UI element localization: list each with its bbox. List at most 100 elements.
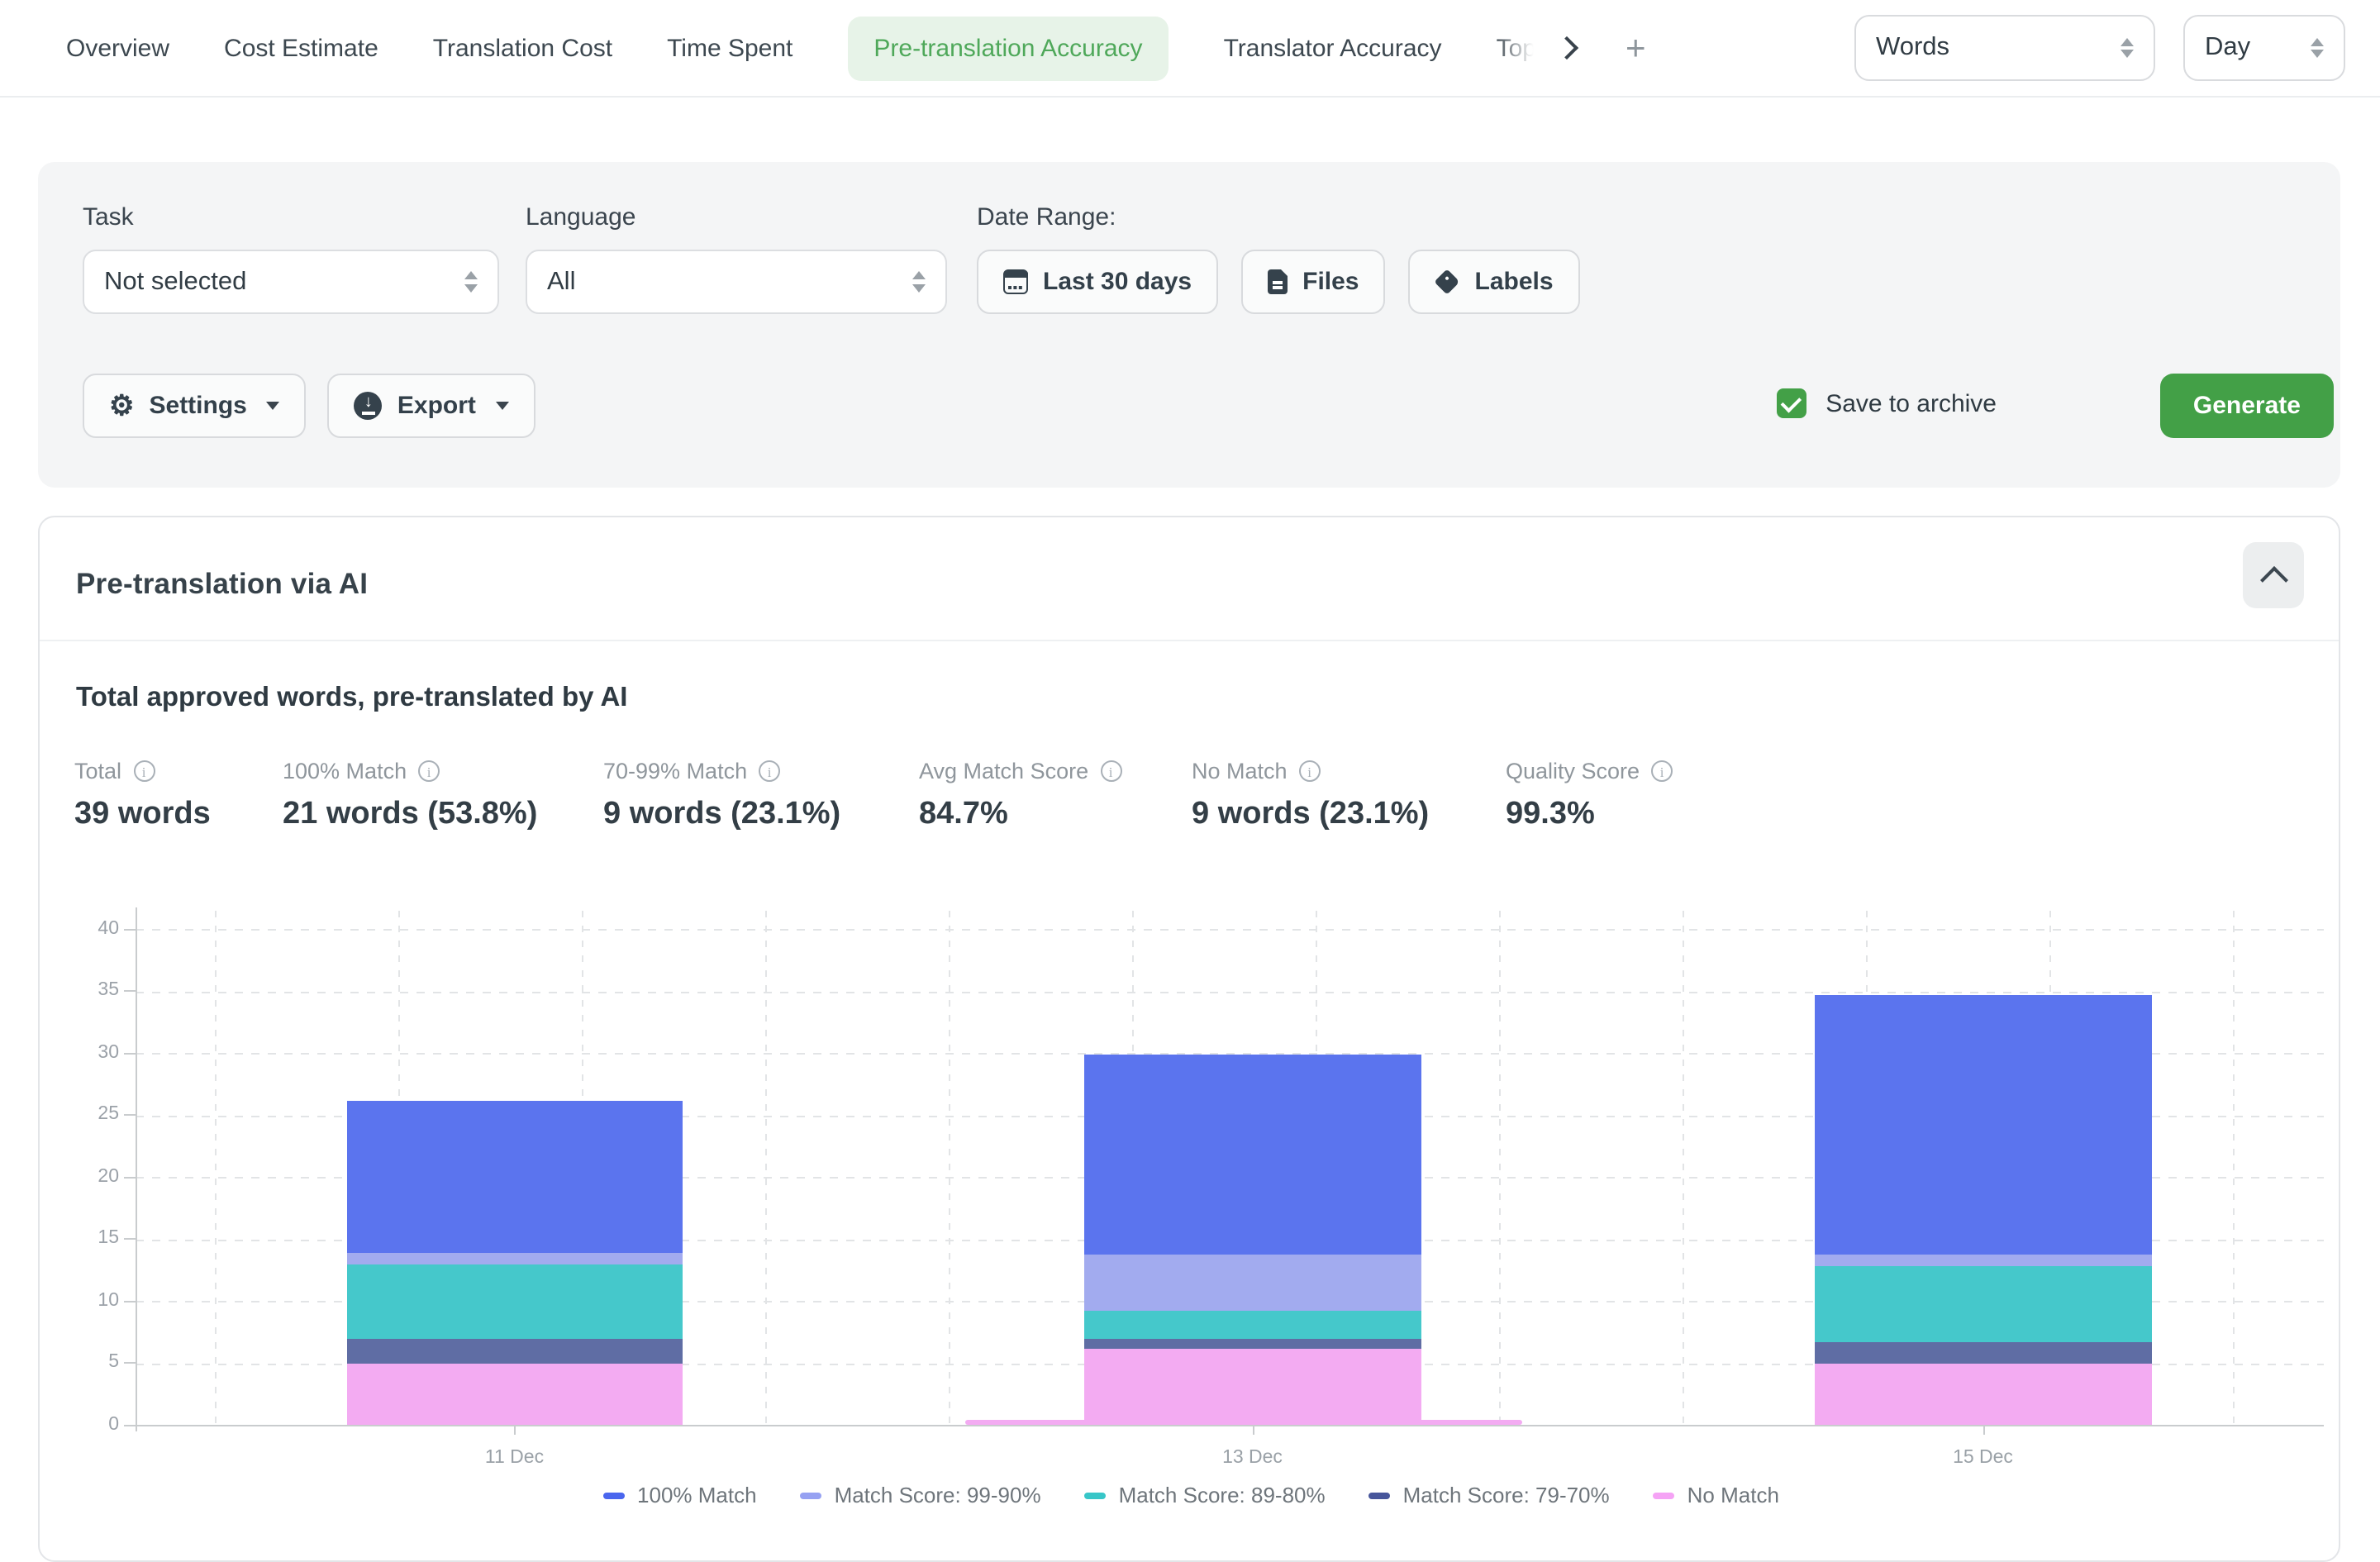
y-axis-tick [124, 1238, 136, 1241]
download-circle-icon [354, 392, 383, 420]
info-icon[interactable] [1651, 760, 1673, 782]
stat-label: Quality Score [1506, 759, 1640, 783]
bar-segment [1084, 1311, 1421, 1340]
chevron-right-icon[interactable] [1555, 36, 1580, 60]
language-label: Language [526, 203, 636, 231]
task-select[interactable]: Not selected [83, 250, 499, 314]
tab-overview[interactable]: Overview [66, 34, 170, 62]
legend-label: 100% Match [637, 1483, 757, 1507]
labels-button[interactable]: Labels [1408, 250, 1580, 314]
stat-value: 9 words (23.1%) [603, 797, 841, 831]
filter-panel: Task Not selected Language All Date Rang… [38, 162, 2340, 488]
bar-segment [346, 1264, 683, 1338]
stat-100-match: 100% Match 21 words (53.8%) [283, 759, 603, 833]
task-label: Task [83, 203, 134, 231]
x-axis-tick [514, 1425, 516, 1435]
language-select-value: All [547, 267, 576, 295]
unit-select[interactable]: Words [1854, 15, 2155, 81]
file-icon [1268, 269, 1288, 294]
info-icon[interactable] [759, 760, 781, 782]
language-select[interactable]: All [526, 250, 947, 314]
y-axis-tick [124, 1362, 136, 1364]
date-range-button[interactable]: Last 30 days [977, 250, 1219, 314]
legend-item[interactable]: Match Score: 99-90% [799, 1483, 1041, 1507]
stepper-icon [2121, 37, 2134, 59]
legend-swatch [1083, 1492, 1106, 1498]
bar-segment [1084, 1339, 1421, 1348]
bar-segment [1084, 1254, 1421, 1311]
info-icon[interactable] [1100, 760, 1122, 782]
y-axis-label: 20 [98, 1166, 119, 1186]
horizontal-gridline [136, 929, 2324, 931]
tag-icon [1434, 269, 1461, 295]
stepper-icon [464, 271, 478, 293]
vertical-gridline [765, 911, 767, 1425]
caret-down-icon [266, 402, 280, 410]
chevron-up-icon [2259, 565, 2287, 593]
stat-quality-score: Quality Score 99.3% [1506, 759, 1673, 833]
stat-value: 9 words (23.1%) [1192, 797, 1430, 831]
legend-swatch [1368, 1492, 1390, 1498]
y-axis-label: 10 [98, 1290, 119, 1310]
legend-label: Match Score: 89-80% [1118, 1483, 1326, 1507]
tab-cost-estimate[interactable]: Cost Estimate [224, 34, 378, 62]
bar-segment [1815, 1341, 2151, 1364]
stats-row: Total 39 words 100% Match 21 words (53.8… [74, 759, 1673, 833]
vertical-gridline [215, 911, 217, 1425]
save-to-archive-label: Save to archive [1825, 389, 1997, 417]
x-axis-tick [1252, 1425, 1254, 1435]
stepper-icon [2311, 37, 2324, 59]
bar-segment [346, 1338, 683, 1363]
collapse-button[interactable] [2243, 542, 2304, 608]
vertical-gridline [1499, 911, 1501, 1425]
gear-icon: ⚙ [109, 390, 135, 421]
files-button[interactable]: Files [1241, 250, 1386, 314]
tab-list: Overview Cost Estimate Translation Cost … [66, 16, 1536, 80]
y-axis-tick [124, 1114, 136, 1117]
stat-value: 21 words (53.8%) [283, 797, 538, 831]
bar-segment [1815, 1255, 2151, 1266]
tab-top-truncated[interactable]: Top [1496, 34, 1536, 62]
task-select-value: Not selected [104, 267, 247, 295]
vertical-gridline [2233, 911, 2235, 1425]
stat-avg-match-score: Avg Match Score 84.7% [919, 759, 1192, 833]
legend-item[interactable]: Match Score: 89-80% [1083, 1483, 1326, 1507]
legend-label: Match Score: 99-90% [834, 1483, 1041, 1507]
stepper-icon [912, 271, 926, 293]
bar-segment [346, 1363, 683, 1425]
legend-swatch [1652, 1492, 1674, 1498]
bar-segment [1084, 1054, 1421, 1254]
legend-swatch [602, 1492, 625, 1498]
x-axis-line [124, 1425, 2324, 1427]
save-to-archive-checkbox[interactable] [1776, 388, 1806, 418]
bar-segment [346, 1252, 683, 1264]
date-range-label: Date Range: [977, 203, 1116, 231]
tab-translator-accuracy[interactable]: Translator Accuracy [1223, 34, 1442, 62]
stat-label: 100% Match [283, 759, 407, 783]
unit-select-value: Words [1876, 33, 1950, 61]
tab-pre-translation-accuracy[interactable]: Pre-translation Accuracy [847, 16, 1169, 80]
legend-item[interactable]: No Match [1652, 1483, 1779, 1507]
y-axis-label: 0 [108, 1414, 119, 1434]
y-axis-label: 15 [98, 1228, 119, 1248]
info-icon[interactable] [1298, 760, 1321, 782]
legend-label: Match Score: 79-70% [1402, 1483, 1610, 1507]
period-select-value: Day [2205, 33, 2251, 61]
settings-button[interactable]: ⚙ Settings [83, 374, 307, 438]
generate-button[interactable]: Generate [2159, 374, 2334, 438]
vertical-gridline [1683, 911, 1684, 1425]
legend-label: No Match [1687, 1483, 1779, 1507]
y-axis-tick [124, 1300, 136, 1302]
legend-item[interactable]: Match Score: 79-70% [1368, 1483, 1610, 1507]
tab-translation-cost[interactable]: Translation Cost [432, 34, 613, 62]
y-axis-label: 25 [98, 1104, 119, 1124]
period-select[interactable]: Day [2183, 15, 2345, 81]
plus-icon[interactable]: + [1625, 29, 1646, 67]
legend-item[interactable]: 100% Match [602, 1483, 757, 1507]
tab-time-spent[interactable]: Time Spent [667, 34, 793, 62]
info-icon[interactable] [418, 760, 440, 782]
stat-value: 84.7% [919, 797, 1008, 831]
info-icon[interactable] [133, 760, 155, 782]
export-button[interactable]: Export [327, 374, 536, 438]
